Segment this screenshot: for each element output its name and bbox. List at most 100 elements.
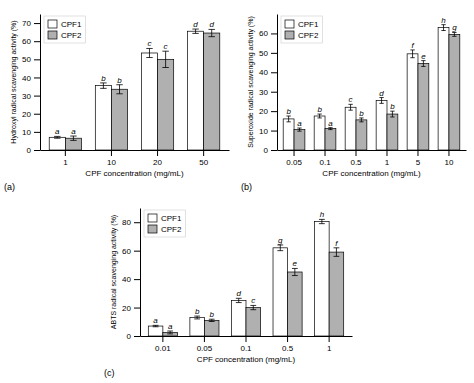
x-tick: 10: [445, 150, 454, 167]
significance-label: b: [101, 74, 106, 83]
error-bar: [410, 50, 414, 58]
error-bar: [146, 48, 152, 57]
x-tick-label: 20: [153, 158, 162, 167]
annotations: abdghabcef: [153, 210, 338, 331]
annotations: abcdabcd: [55, 20, 214, 136]
x-tick-mark: [386, 150, 387, 156]
significance-label: d: [379, 89, 384, 98]
x-tick-mark: [246, 336, 247, 342]
legend-swatch: [148, 225, 157, 233]
significance-label: b: [195, 307, 200, 316]
error-bar: [379, 98, 383, 104]
x-tick: 1: [63, 150, 68, 167]
significance-label: f: [411, 41, 414, 50]
x-tick: 0.05: [197, 336, 213, 353]
y-tick-label: 70: [22, 19, 31, 28]
x-tick-mark: [417, 150, 418, 156]
x-tick-mark: [448, 150, 449, 156]
significance-label: b: [359, 109, 364, 118]
significance-label: c: [251, 296, 255, 305]
x-tick: 1: [327, 336, 332, 353]
x-tick-mark: [65, 150, 66, 156]
y-tick: 50: [259, 49, 277, 58]
annotations: bbcdfhaabbeg: [286, 16, 457, 128]
x-tick-label: 50: [199, 158, 208, 167]
error-bar: [116, 85, 122, 94]
error-bar: [319, 219, 325, 223]
legend-item: CPF2: [285, 31, 319, 40]
bar: [148, 326, 163, 336]
legend-item: CPF1: [148, 214, 182, 223]
y-tick-label: 40: [259, 68, 268, 77]
x-tick: 0.5: [350, 150, 362, 167]
x-tick-mark: [204, 336, 205, 342]
x-tick-label: 1: [327, 344, 332, 353]
x-tick-mark: [287, 336, 288, 342]
x-tick-mark: [356, 150, 357, 156]
significance-label: b: [390, 102, 395, 111]
significance-label: g: [452, 23, 457, 32]
plot-marks: [49, 29, 220, 150]
y-tick: 10: [22, 128, 40, 137]
error-bar: [277, 245, 283, 251]
legend: CPF1 CPF2: [144, 210, 185, 237]
significance-label: b: [317, 105, 322, 114]
error-bar: [194, 316, 200, 319]
x-tick-mark: [329, 336, 330, 342]
bar: [111, 89, 127, 150]
series: [283, 25, 449, 150]
significance-label: d: [236, 289, 241, 298]
y-axis-title: Superoxide radical scavenging activity (…: [247, 16, 255, 148]
y-tick: 60: [22, 37, 40, 46]
x-axis: 1102050: [41, 150, 230, 167]
significance-label: b: [286, 107, 291, 116]
y-tick: 70: [22, 19, 40, 28]
error-bar: [153, 325, 159, 326]
x-tick-label: 0.05: [286, 158, 302, 167]
x-axis-line: [41, 150, 230, 151]
significance-label: a: [328, 119, 333, 128]
legend-label: CPF2: [298, 31, 319, 40]
significance-label: h: [320, 210, 325, 219]
y-tick-mark: [134, 279, 140, 280]
y-tick-label: 60: [122, 247, 131, 256]
error-bar: [348, 104, 352, 110]
legend-label: CPF2: [161, 225, 182, 234]
bar: [325, 129, 336, 150]
x-axis-title: CPF concentration (mg/mL): [197, 355, 296, 364]
significance-label: g: [278, 236, 283, 245]
legend-swatch: [148, 214, 157, 222]
y-tick-label: 60: [259, 29, 268, 38]
y-axis: 0102030405060: [259, 15, 277, 156]
bar: [141, 53, 157, 150]
x-tick-mark: [111, 150, 112, 156]
bar: [418, 64, 429, 150]
bar: [204, 33, 220, 150]
error-bar: [100, 83, 106, 88]
y-tick-mark: [134, 336, 140, 337]
y-tick: 40: [22, 74, 40, 83]
y-axis-title: Hydroxyl radical scavenging activity (%): [10, 20, 18, 143]
chart: 1102050010203040506070abcdabcdCPF concen…: [0, 0, 474, 383]
x-tick: 20: [153, 150, 162, 167]
y-tick-mark: [34, 96, 40, 97]
x-tick-label: 0.01: [155, 344, 171, 353]
y-axis-line: [40, 15, 41, 151]
y-tick: 40: [122, 275, 140, 284]
bar: [288, 272, 303, 336]
legend-swatch: [48, 31, 57, 39]
bar: [314, 116, 325, 150]
bar: [49, 137, 65, 150]
y-tick-mark: [34, 77, 40, 78]
y-tick-mark: [271, 33, 277, 34]
y-tick-mark: [271, 111, 277, 112]
error-bar: [250, 305, 256, 309]
y-tick-mark: [34, 132, 40, 133]
legend-item: CPF1: [285, 20, 319, 29]
y-tick: 20: [122, 304, 140, 313]
y-tick-mark: [134, 251, 140, 252]
y-tick-mark: [34, 59, 40, 60]
y-tick-label: 0: [27, 146, 32, 155]
bar: [231, 300, 246, 336]
y-tick-label: 50: [259, 49, 268, 58]
